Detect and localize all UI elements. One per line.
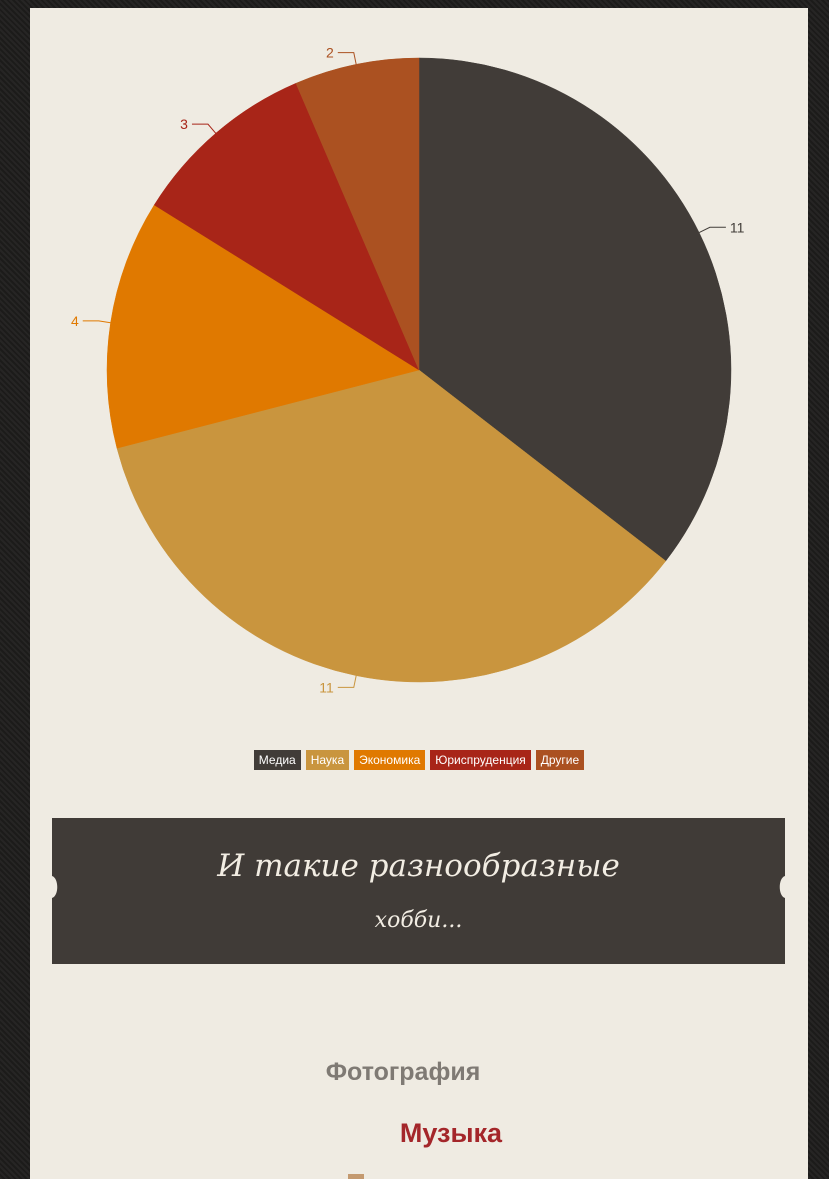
pie-value-label-3: 3 [180,116,188,132]
pie-value-label-1: 11 [319,679,334,695]
legend-item-2[interactable]: Экономика [354,750,426,770]
hobby-next-partial [348,1174,364,1179]
legend-item-0[interactable]: Медиа [253,750,301,770]
pie-slice-3[interactable] [153,82,420,371]
pie-chart: 11 11 4 3 2 [71,45,745,696]
pie-slice-0[interactable] [418,57,732,562]
pie-value-label-2: 4 [71,313,79,329]
legend-item-3[interactable]: Юриспруденция [430,750,531,770]
banner-title: И такие разнообразные [217,848,620,884]
pie-leader-line-4 [337,52,357,65]
pie-leader-line-0 [698,226,726,234]
hobby-photography[interactable]: Фотография [325,1058,481,1086]
pie-value-label-4: 2 [326,45,334,61]
chart-legend: Медиа Наука Экономика Юриспруденция Другие [30,750,808,770]
pie-slice-4[interactable] [295,57,420,371]
pie-leader-line-3 [191,123,217,134]
legend-item-4[interactable]: Другие [535,750,585,770]
legend-item-1[interactable]: Наука [305,750,350,770]
pie-value-label-0: 11 [730,219,745,235]
content-panel: 11 11 4 3 2 Медиа Наука Экономика Юриспруденция… [30,8,808,1179]
hobby-music[interactable]: Музыка [399,1118,503,1148]
pie-leader-line-1 [337,675,357,688]
pie-leader-line-2 [82,320,111,324]
banner-subtitle: хобби... [374,908,463,933]
section-banner: И такие разнообразные хобби... [52,818,785,964]
